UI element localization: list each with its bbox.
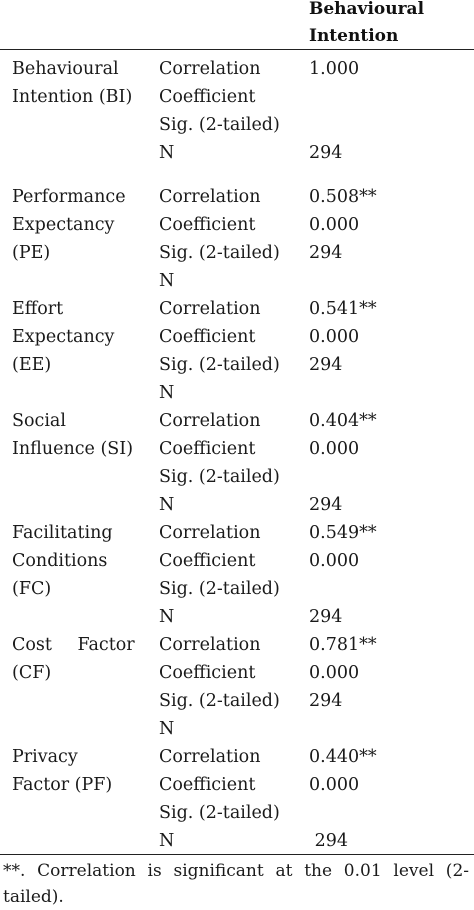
- footer-rule: [0, 854, 474, 855]
- stat-label: N: [159, 719, 175, 739]
- row-label-line: Factor (PF): [12, 775, 113, 795]
- row-label-line: (CF): [12, 663, 52, 683]
- value-cell: 0.549**: [309, 523, 377, 543]
- value-cell: 0.440**: [309, 747, 377, 767]
- stat-label: N: [159, 607, 175, 627]
- value-cell: 294: [309, 831, 348, 851]
- stat-label: Sig. (2-tailed): [159, 467, 280, 487]
- value-cell: 0.000: [309, 215, 360, 235]
- table-footnote: **. Correlation is significant at the 0.…: [3, 861, 469, 907]
- stat-label: Correlation: [159, 299, 261, 319]
- value-cell: 294: [309, 607, 343, 627]
- header-rule: [0, 49, 474, 50]
- stat-label: Correlation: [159, 523, 261, 543]
- stat-label: Sig. (2-tailed): [159, 115, 280, 135]
- stat-label: Sig. (2-tailed): [159, 355, 280, 375]
- row-label-line: Effort: [12, 299, 64, 319]
- value-cell: 0.000: [309, 551, 360, 571]
- stat-label: Coefficient: [159, 775, 256, 795]
- row-label-line: (FC): [12, 579, 52, 599]
- stat-label: Correlation: [159, 635, 261, 655]
- value-cell: 0.000: [309, 439, 360, 459]
- value-cell: 0.508**: [309, 187, 377, 207]
- row-label-line: Conditions: [12, 551, 108, 571]
- value-cell: 294: [309, 691, 343, 711]
- stat-label: N: [159, 831, 175, 851]
- value-cell: 294: [309, 243, 343, 263]
- value-cell: 1.000: [309, 59, 360, 79]
- stat-label: Correlation: [159, 59, 261, 79]
- row-label-line: Expectancy: [12, 215, 115, 235]
- column-header-behavioural-intention: Behavioural Intention: [309, 0, 424, 50]
- stat-label: Coefficient: [159, 215, 256, 235]
- table-header: Behavioural Intention: [0, 0, 474, 50]
- stat-label: Sig. (2-tailed): [159, 579, 280, 599]
- value-cell: 294: [309, 143, 343, 163]
- stat-label: N: [159, 143, 175, 163]
- stat-label: N: [159, 383, 175, 403]
- row-label-line: Influence (SI): [12, 439, 134, 459]
- value-cell: 0.404**: [309, 411, 377, 431]
- value-cell: 0.541**: [309, 299, 377, 319]
- value-cell: 0.000: [309, 775, 360, 795]
- stat-label: N: [159, 495, 175, 515]
- row-label-line: Intention (BI): [12, 87, 133, 107]
- stat-label: Sig. (2-tailed): [159, 803, 280, 823]
- value-cell: 0.781**: [309, 635, 377, 655]
- row-label-line: Social: [12, 411, 66, 431]
- row-label-line: Facilitating: [12, 523, 113, 543]
- stat-label: Sig. (2-tailed): [159, 691, 280, 711]
- value-cell: 294: [309, 355, 343, 375]
- row-label-line: (PE): [12, 243, 51, 263]
- stat-label: Coefficient: [159, 327, 256, 347]
- row-label-line: (EE): [12, 355, 52, 375]
- stat-label: Coefficient: [159, 551, 256, 571]
- value-cell: 0.000: [309, 327, 360, 347]
- row-label-line: Behavioural: [12, 59, 119, 79]
- stat-label: Coefficient: [159, 87, 256, 107]
- row-label-line: Expectancy: [12, 327, 115, 347]
- row-label-line: Privacy: [12, 747, 78, 767]
- stat-label: Coefficient: [159, 663, 256, 683]
- stat-label: Correlation: [159, 187, 261, 207]
- value-cell: 294: [309, 495, 343, 515]
- stat-label: Correlation: [159, 747, 261, 767]
- row-label-line: Performance: [12, 187, 126, 207]
- stat-label: Coefficient: [159, 439, 256, 459]
- stat-label: Correlation: [159, 411, 261, 431]
- column-header-line1: Behavioural: [309, 0, 425, 19]
- stat-label: N: [159, 271, 175, 291]
- row-label-line: Cost Factor: [12, 635, 135, 655]
- value-cell: 0.000: [309, 663, 360, 683]
- column-header-line2: Intention: [309, 26, 399, 46]
- stat-label: Sig. (2-tailed): [159, 243, 280, 263]
